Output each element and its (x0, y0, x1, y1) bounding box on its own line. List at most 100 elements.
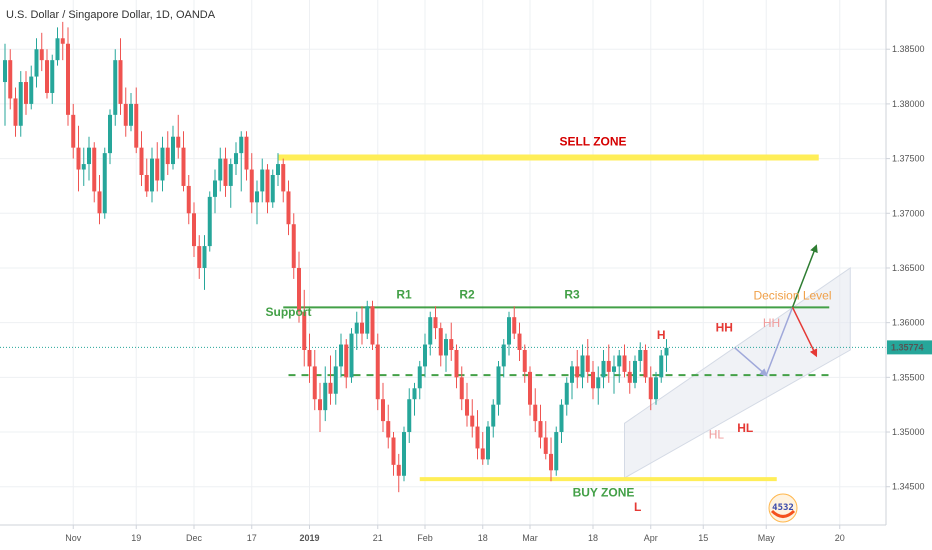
candle-body[interactable] (176, 136, 181, 148)
candle-body[interactable] (370, 306, 375, 345)
candle-body[interactable] (428, 317, 433, 345)
candle-body[interactable] (339, 344, 343, 367)
candle-body[interactable] (102, 153, 107, 214)
candle-body[interactable] (45, 60, 49, 93)
candle-body[interactable] (8, 60, 13, 99)
candle-body[interactable] (281, 164, 286, 192)
candle-body[interactable] (601, 360, 606, 378)
candle-body[interactable] (97, 191, 102, 214)
candle-body[interactable] (538, 421, 543, 438)
candle-body[interactable] (60, 38, 65, 44)
candle-body[interactable] (606, 360, 611, 372)
candle-body[interactable] (108, 114, 112, 154)
candle-body[interactable] (659, 355, 664, 378)
candle-body[interactable] (270, 175, 275, 203)
price-axis[interactable]: 1.34500 1.35000 1.35500 1.36000 1.36500 1.370… (885, 0, 932, 550)
candle-body[interactable] (29, 76, 34, 104)
candle-body[interactable] (554, 432, 559, 471)
candle-body[interactable] (533, 404, 538, 422)
candle-body[interactable] (181, 147, 186, 186)
candle-body[interactable] (564, 382, 569, 405)
candle-body[interactable] (412, 388, 417, 400)
candle-body[interactable] (575, 366, 580, 378)
candle-body[interactable] (475, 426, 480, 449)
candle-body[interactable] (265, 169, 270, 203)
candle-body[interactable] (585, 355, 590, 372)
candle-body[interactable] (596, 377, 601, 389)
candle-body[interactable] (307, 350, 312, 367)
candle-body[interactable] (365, 306, 370, 334)
candle-body[interactable] (244, 136, 249, 170)
candle-body[interactable] (223, 158, 228, 186)
candle-body[interactable] (349, 333, 354, 378)
candle-body[interactable] (71, 114, 76, 148)
candle-body[interactable] (333, 366, 338, 394)
candle-body[interactable] (522, 350, 527, 372)
candle-body[interactable] (402, 432, 406, 476)
candle-body[interactable] (528, 371, 532, 405)
candle-body[interactable] (664, 347, 669, 356)
candle-body[interactable] (318, 399, 322, 411)
candle-body[interactable] (444, 339, 448, 356)
candle-body[interactable] (129, 103, 133, 126)
candle-body[interactable] (260, 169, 265, 192)
candle-body[interactable] (66, 43, 70, 115)
candle-body[interactable] (643, 350, 648, 378)
candle-body[interactable] (449, 339, 454, 350)
candle-body[interactable] (480, 448, 485, 460)
candle-body[interactable] (197, 246, 202, 268)
candle-body[interactable] (512, 317, 517, 334)
candle-body[interactable] (622, 355, 627, 372)
candle-body[interactable] (34, 49, 39, 77)
candle-body[interactable] (92, 147, 97, 192)
candle-body[interactable] (171, 136, 175, 165)
candle-body[interactable] (517, 333, 522, 350)
candle-body[interactable] (501, 344, 506, 367)
candle-body[interactable] (228, 164, 233, 186)
candle-body[interactable] (255, 191, 259, 203)
candle-body[interactable] (507, 317, 511, 345)
candle-body[interactable] (496, 366, 501, 405)
candle-body[interactable] (239, 136, 244, 154)
candle-body[interactable] (207, 196, 212, 247)
candle-body[interactable] (286, 191, 291, 225)
candle-body[interactable] (580, 355, 585, 378)
candle-body[interactable] (323, 382, 328, 411)
candle-body[interactable] (438, 328, 443, 356)
candle-body[interactable] (192, 213, 196, 247)
candle-body[interactable] (423, 344, 427, 367)
candle-body[interactable] (433, 317, 438, 329)
candle-body[interactable] (459, 377, 464, 400)
candle-body[interactable] (39, 49, 44, 61)
candle-body[interactable] (276, 164, 280, 175)
candles[interactable] (3, 21, 669, 493)
candle-body[interactable] (470, 415, 475, 427)
candle-body[interactable] (24, 82, 28, 104)
candle-body[interactable] (633, 360, 637, 383)
candle-body[interactable] (543, 437, 548, 454)
candle-body[interactable] (312, 366, 317, 400)
candle-body[interactable] (55, 38, 60, 61)
candle-body[interactable] (302, 311, 307, 350)
candle-body[interactable] (328, 382, 333, 394)
candle-body[interactable] (386, 421, 391, 438)
candle-body[interactable] (396, 464, 401, 476)
time-axis[interactable]: Nov 19 Dec 17 2019 21 Feb 18 Mar 18 Apr 15 May 20 (0, 524, 932, 550)
candle-body[interactable] (297, 267, 301, 312)
candle-body[interactable] (617, 355, 622, 367)
candle-body[interactable] (160, 147, 165, 181)
candle-body[interactable] (491, 404, 496, 427)
candle-body[interactable] (118, 60, 123, 104)
candle-body[interactable] (654, 377, 658, 400)
candle-body[interactable] (591, 371, 595, 389)
candle-body[interactable] (291, 224, 296, 268)
candle-body[interactable] (81, 164, 86, 170)
candle-body[interactable] (648, 377, 653, 400)
candle-body[interactable] (570, 366, 574, 383)
candle-body[interactable] (150, 158, 154, 192)
candle-body[interactable] (559, 404, 564, 433)
candle-body[interactable] (186, 185, 191, 214)
candle-body[interactable] (113, 60, 118, 115)
candle-body[interactable] (87, 147, 91, 165)
